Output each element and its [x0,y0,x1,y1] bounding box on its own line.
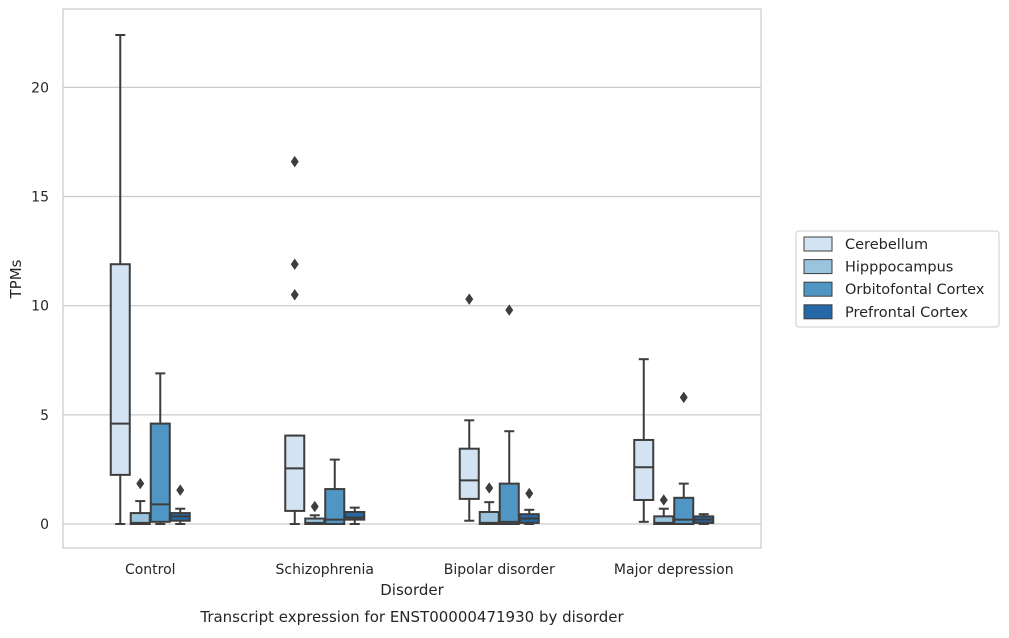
box-plot [109,34,131,525]
box-series-layer [109,34,715,526]
outlier-point [290,155,299,168]
box-iqr [498,482,520,525]
legend-label: Cerebellum [845,237,928,253]
series-prefrontal-cortex [169,484,715,525]
box-plot [478,482,500,525]
plot-frame [62,8,762,549]
box-iqr [633,438,655,501]
outlier-point [679,391,688,404]
box-plot [324,458,346,525]
x-tick-label: Bipolar disorder [444,562,555,578]
y-tick-label: 0 [40,517,49,533]
x-tick-label: Major depression [614,562,734,578]
legend-swatch [803,236,833,252]
box-plot [498,304,520,525]
box-plot [149,372,171,525]
box-plot [693,513,715,525]
x-tick-label: Schizophrenia [276,562,374,578]
x-tick-label: Control [125,562,176,578]
legend-items: Cerebellum Hipppocampus Orbitofontal Corte… [803,236,985,321]
legend-label: Hipppocampus [845,260,953,276]
outlier-point [465,293,474,305]
box-plot [458,293,480,522]
series-orbitofontal-cortex [149,304,695,525]
legend-swatch [803,281,833,297]
box-iqr [284,434,306,512]
legend-swatch [803,304,833,320]
outlier-point [485,482,494,494]
legend: Cerebellum Hipppocampus Orbitofontal Corte… [795,230,1000,328]
box-iqr [673,496,695,525]
legend-frame [795,230,1000,328]
box-plot [304,500,326,525]
box-plot [344,506,366,525]
y-tick-label: 10 [31,299,49,315]
outlier-point [659,494,668,506]
outlier-point [525,487,534,500]
y-axis-label: TPMs [7,259,25,299]
chart-title: Transcript expression for ENST0000047193… [199,608,624,626]
box-plot [653,494,675,525]
legend-label: Orbitofontal Cortex [845,282,985,298]
outlier-point [290,258,299,270]
box-iqr [344,510,366,521]
outlier-point [176,484,185,496]
box-plot [284,155,306,525]
series-cerebellum [109,34,655,525]
box-plot [129,477,151,526]
outlier-point [290,289,299,301]
y-tick-label: 5 [40,408,49,424]
box-plot [673,391,695,525]
box-iqr [149,422,171,523]
outlier-point [310,500,319,513]
y-tick-label: 20 [31,80,49,96]
y-tick-label: 15 [31,190,49,206]
outlier-point [136,477,145,490]
box-iqr [109,263,131,476]
box-iqr [458,447,480,500]
series-hipppocampus [129,477,675,526]
x-axis-label: Disorder [380,581,444,599]
box-iqr [324,488,346,525]
box-plot [633,358,655,523]
outlier-point [505,304,514,316]
y-tick-labels: 0 5 10 15 20 [31,80,49,533]
legend-swatch [803,259,833,275]
box-plot [169,484,191,525]
box-plot [518,487,540,525]
x-tick-labels: Control Schizophrenia Bipolar disorder Majo… [125,562,734,578]
legend-label: Prefrontal Cortex [845,305,968,321]
